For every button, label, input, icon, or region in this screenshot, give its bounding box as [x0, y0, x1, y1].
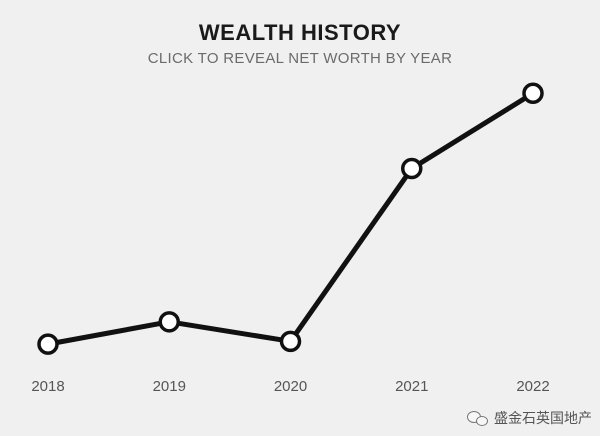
series-line	[45, 90, 536, 347]
x-tick-label-2021: 2021	[395, 378, 428, 395]
data-point-2020[interactable]	[279, 330, 302, 353]
x-tick-label-2020: 2020	[274, 378, 307, 395]
x-tick-label-2019: 2019	[153, 378, 186, 395]
x-tick-label-2018: 2018	[31, 378, 64, 395]
data-point-2018[interactable]	[37, 333, 59, 355]
data-point-2021[interactable]	[401, 157, 423, 180]
watermark-text: 盛金石英国地产	[494, 410, 592, 426]
wechat-icon	[467, 410, 489, 426]
x-tick-label-2022: 2022	[516, 378, 549, 395]
data-point-2022[interactable]	[522, 82, 544, 104]
watermark: 盛金石英国地产	[467, 408, 592, 428]
data-point-2019[interactable]	[158, 311, 180, 333]
chart-subtitle[interactable]: CLICK TO REVEAL NET WORTH BY YEAR	[147, 50, 453, 67]
chart-title: WEALTH HISTORY	[198, 20, 402, 45]
